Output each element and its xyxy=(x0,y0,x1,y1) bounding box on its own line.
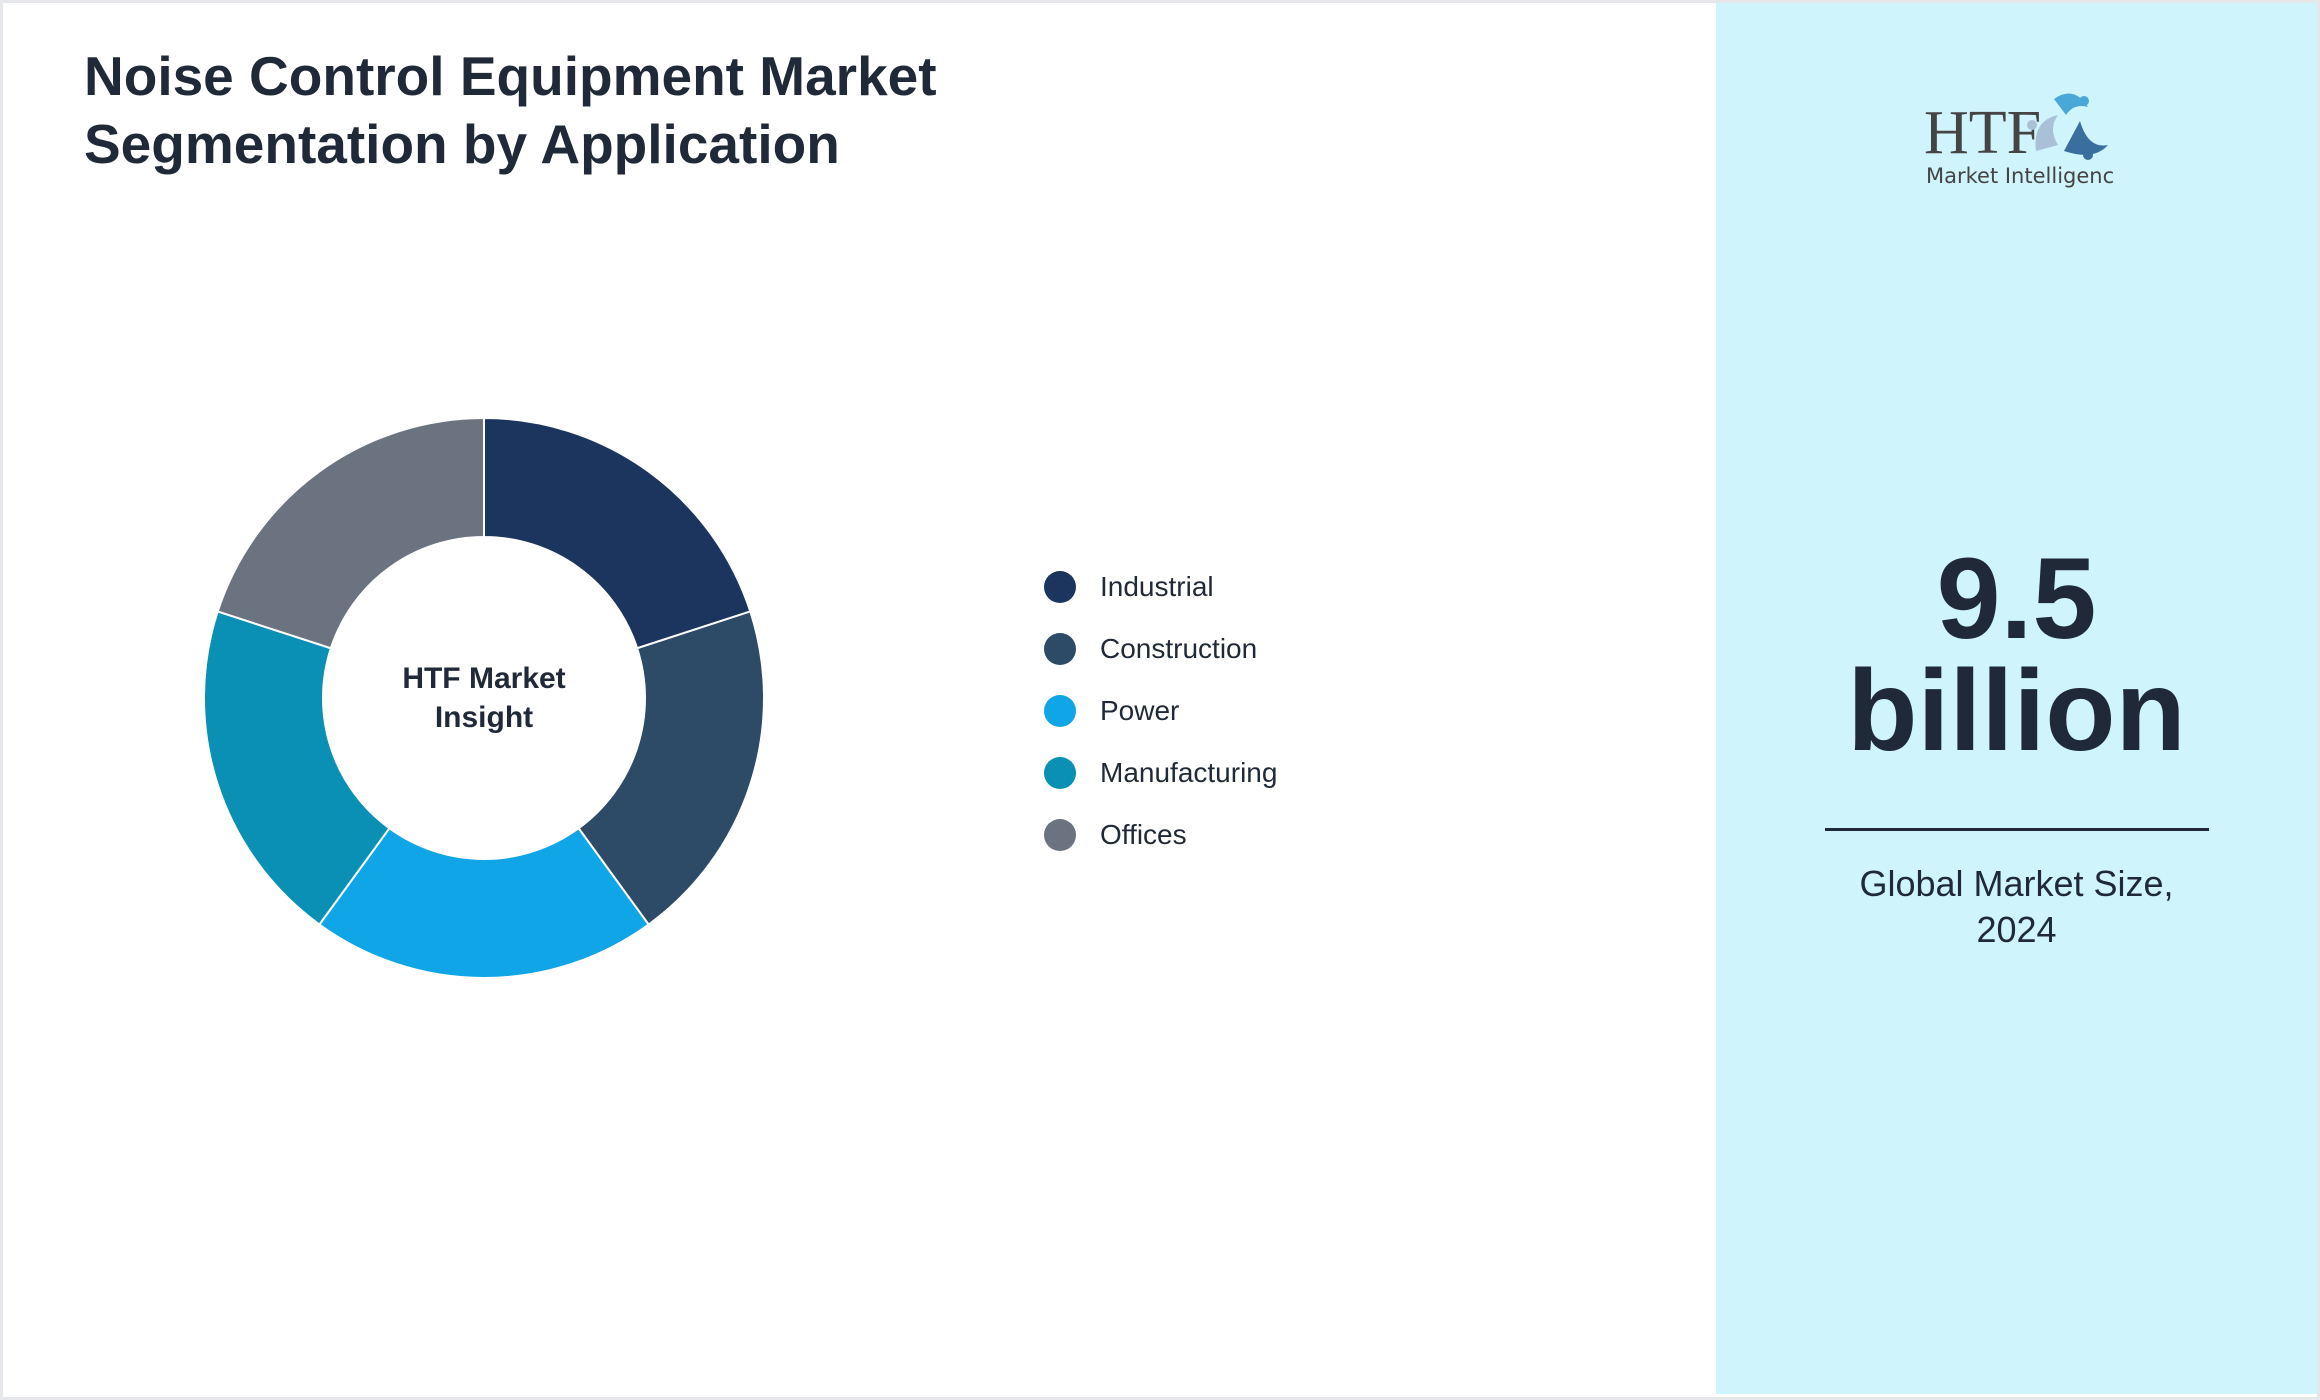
value-number: 9.5 xyxy=(1936,535,2097,663)
slice-power xyxy=(318,826,650,980)
legend-dot-icon xyxy=(1044,757,1076,789)
divider xyxy=(1825,828,2209,831)
value-unit: billion xyxy=(1847,647,2186,775)
svg-text:HTF: HTF xyxy=(1924,99,2041,167)
logo-subtext: Market Intelligence xyxy=(1926,164,2114,188)
caption-line-1: Global Market Size, xyxy=(1859,863,2174,904)
market-size-caption: Global Market Size, 2024 xyxy=(1716,861,2317,953)
legend-dot-icon xyxy=(1044,819,1076,851)
legend: Industrial Construction Power Manufacturing… xyxy=(1044,556,1277,866)
legend-label: Construction xyxy=(1100,633,1258,664)
legend-item-offices: Offices xyxy=(1044,804,1277,866)
caption-line-2: 2024 xyxy=(1976,909,2057,950)
slice-offices xyxy=(216,416,485,650)
legend-item-construction: Construction xyxy=(1044,618,1277,680)
legend-dot-icon xyxy=(1044,571,1076,603)
side-panel: HTF Market Intelligence 9.5 billion Glob… xyxy=(1716,3,2317,1394)
slice-construction xyxy=(577,610,765,926)
legend-item-manufacturing: Manufacturing xyxy=(1044,742,1277,804)
legend-label: Offices xyxy=(1100,819,1187,850)
center-label-line-2: Insight xyxy=(435,701,533,734)
legend-label: Industrial xyxy=(1100,571,1214,602)
legend-label: Power xyxy=(1100,695,1180,726)
page-title: Noise Control Equipment Market Segmentat… xyxy=(84,42,1084,178)
legend-item-industrial: Industrial xyxy=(1044,556,1277,618)
slice-manufacturing xyxy=(203,610,391,926)
legend-label: Manufacturing xyxy=(1100,757,1278,788)
donut-chart: HTF Market Insight xyxy=(203,416,765,980)
title-line-1: Noise Control Equipment Market xyxy=(84,45,937,107)
slice-industrial xyxy=(483,416,752,650)
center-label-line-1: HTF Market xyxy=(402,662,565,695)
htf-logo: HTF Market Intelligence xyxy=(1924,93,2114,188)
title-line-2: Segmentation by Application xyxy=(84,113,840,175)
legend-dot-icon xyxy=(1044,633,1076,665)
legend-dot-icon xyxy=(1044,695,1076,727)
market-size-value: 9.5 billion xyxy=(1716,535,2317,775)
legend-item-power: Power xyxy=(1044,680,1277,742)
